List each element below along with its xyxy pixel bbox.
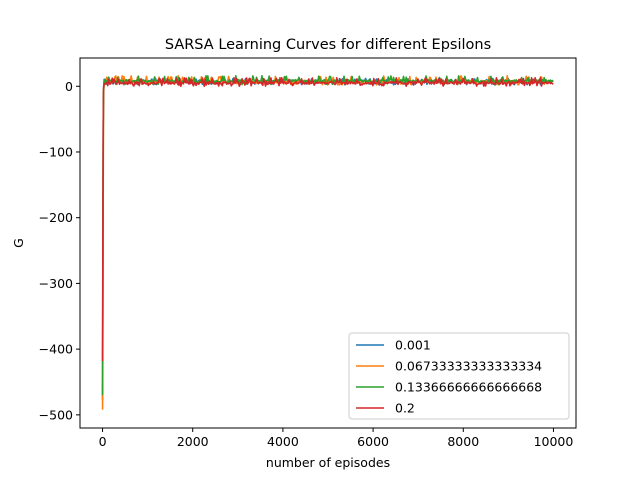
legend-entry-label: 0.001 <box>395 338 431 353</box>
legend-entry-label: 0.06733333333333334 <box>395 359 542 374</box>
legend-entry-label: 0.2 <box>395 401 415 416</box>
y-axis-label: G <box>11 238 26 248</box>
series-line-3 <box>101 76 554 361</box>
x-tick-label: 4000 <box>267 434 299 449</box>
x-tick-label: 10000 <box>534 434 574 449</box>
legend-entry-label: 0.13366666666666668 <box>395 380 542 395</box>
legend: 0.001 0.06733333333333334 0.13366666666666… <box>348 332 570 420</box>
x-tick-label: 0 <box>99 434 107 449</box>
y-tick-label: 0 <box>65 79 73 94</box>
y-tick-label: −400 <box>39 342 73 357</box>
y-tick-label: −200 <box>39 210 73 225</box>
chart-title: SARSA Learning Curves for different Epsi… <box>165 37 491 53</box>
y-axis-ticks: 0 −100 −200 −300 −400 −500 <box>39 79 80 422</box>
x-axis-label: number of episodes <box>266 455 390 470</box>
series-layer <box>101 74 554 410</box>
legend-box <box>348 332 570 420</box>
x-tick-label: 2000 <box>177 434 209 449</box>
x-tick-label: 8000 <box>447 434 479 449</box>
x-tick-label: 6000 <box>357 434 389 449</box>
x-axis-ticks: 0 2000 4000 6000 8000 10000 <box>99 428 574 449</box>
y-tick-label: −300 <box>39 276 73 291</box>
y-tick-label: −100 <box>39 144 73 159</box>
y-tick-label: −500 <box>39 407 73 422</box>
plot-frame <box>79 57 577 429</box>
